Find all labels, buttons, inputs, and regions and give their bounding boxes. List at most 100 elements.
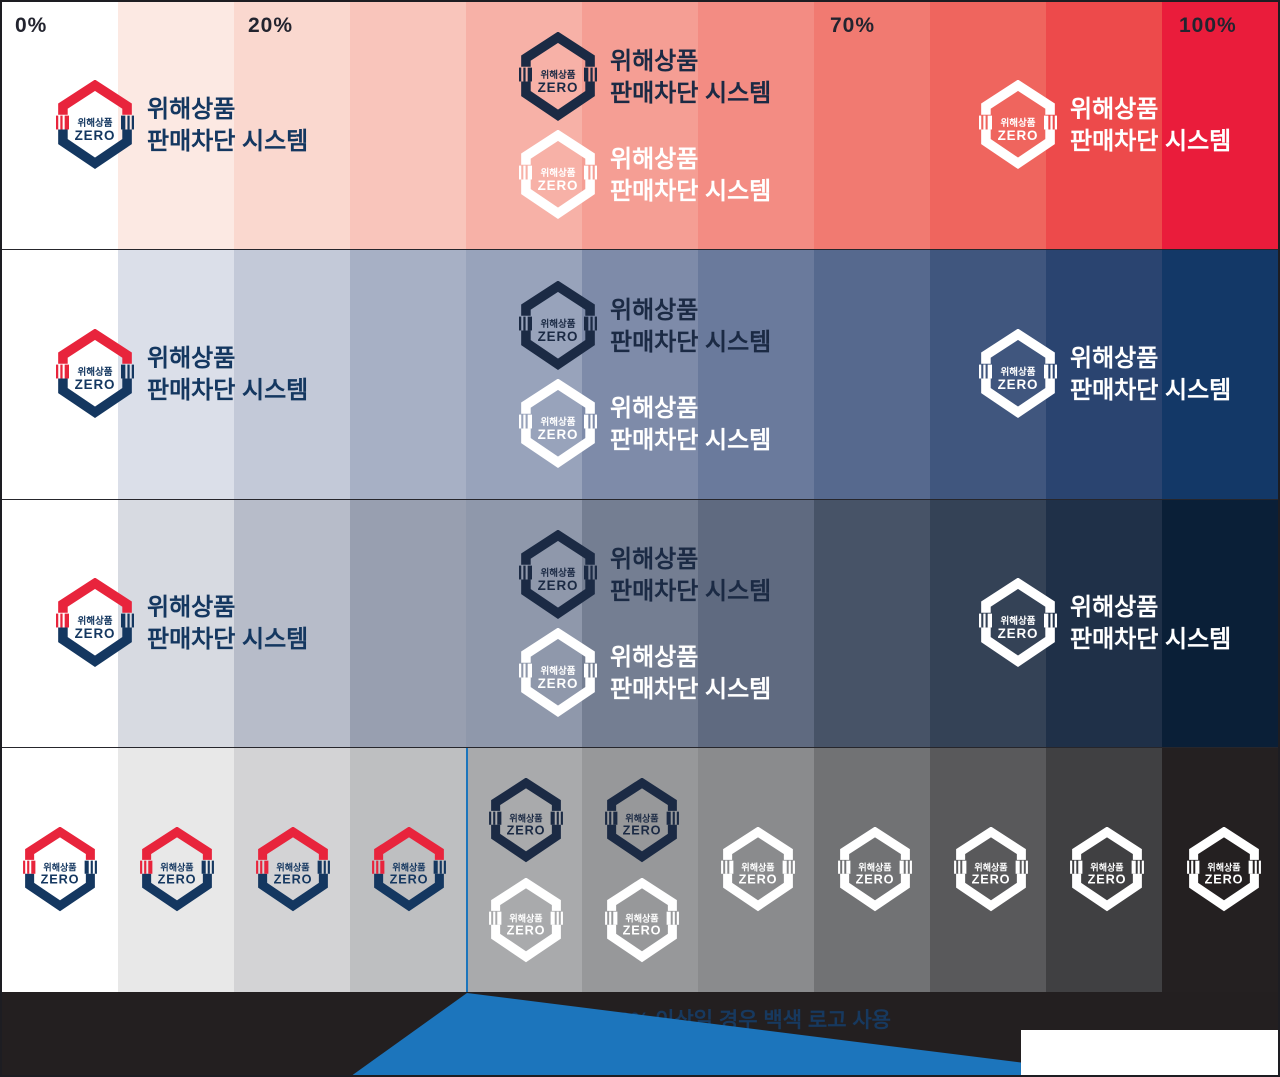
brand-lockup-color: 위해상품 ZERO 위해상품 판매차단 시스템 [56, 577, 309, 670]
zero-shield-icon: 위해상품 ZERO [519, 280, 597, 370]
brand-lockup-white: 위해상품 ZERO 위해상품 판매차단 시스템 [519, 627, 772, 720]
tint-swatch-2-30pct [350, 500, 466, 747]
brand-lockup-dark: 위해상품 ZERO 위해상품 판매차단 시스템 [519, 31, 772, 124]
tint-swatch-3-30pct [350, 748, 466, 992]
zero-shield-icon: 위해상품 ZERO [519, 378, 597, 468]
svg-text:위해상품: 위해상품 [77, 366, 112, 378]
svg-text:위해상품: 위해상품 [509, 813, 543, 824]
svg-text:위해상품: 위해상품 [625, 813, 659, 824]
svg-text:ZERO: ZERO [998, 127, 1039, 142]
svg-text:ZERO: ZERO [856, 872, 895, 887]
svg-text:ZERO: ZERO [75, 625, 116, 640]
svg-text:ZERO: ZERO [538, 328, 579, 343]
zero-shield-icon: 위해상품 ZERO [605, 877, 679, 963]
svg-text:위해상품: 위해상품 [392, 862, 426, 873]
zero-shield-icon: 위해상품 ZERO [519, 129, 597, 219]
svg-text:ZERO: ZERO [998, 376, 1039, 391]
gray-tint-row: 위해상품 ZERO 위해상품 ZERO 위해상품 ZERO 위해상품 ZERO [2, 747, 1278, 992]
dark-navy-tint-row: 위해상품 ZERO 위해상품 판매차단 시스템 위해상품 ZERO 위해상품 판매차… [2, 499, 1278, 747]
tint-swatch-2-20pct [234, 500, 350, 747]
tint-swatch-2-70pct [814, 500, 930, 747]
zero-shield-icon: 위해상품 ZERO [519, 31, 597, 121]
footer-band: 바탕색 농도 40% 이상일 경우 백색 로고 사용 [2, 992, 1278, 1075]
brand-lockup-text: 위해상품 판매차단 시스템 [147, 593, 309, 653]
tint-swatch-2-0pct [2, 500, 118, 747]
svg-text:ZERO: ZERO [972, 872, 1011, 887]
40-percent-pointer-triangle [352, 993, 1121, 1075]
svg-text:ZERO: ZERO [538, 577, 579, 592]
svg-text:위해상품: 위해상품 [1090, 862, 1124, 873]
zero-badge-white: 위해상품 ZERO [721, 826, 795, 919]
brand-lockup-white: 위해상품 ZERO 위해상품 판매차단 시스템 [519, 378, 772, 471]
svg-text:ZERO: ZERO [998, 625, 1039, 640]
zero-badge-color: 위해상품 ZERO [372, 826, 446, 919]
svg-text:ZERO: ZERO [274, 872, 313, 887]
brand-lockup-dark: 위해상품 ZERO 위해상품 판매차단 시스템 [519, 280, 772, 373]
brand-lockup-white: 위해상품 ZERO 위해상품 판매차단 시스템 [519, 129, 771, 222]
svg-text:위해상품: 위해상품 [1000, 366, 1035, 378]
svg-text:ZERO: ZERO [41, 872, 80, 887]
svg-text:위해상품: 위해상품 [160, 862, 194, 873]
svg-text:ZERO: ZERO [507, 823, 546, 838]
tint-swatch-3-20pct [234, 748, 350, 992]
tint-percent-label: 0% [15, 14, 48, 37]
svg-text:ZERO: ZERO [158, 872, 197, 887]
zero-shield-icon: 위해상품 ZERO [489, 877, 563, 963]
brand-lockup-text: 위해상품 판매차단 시스템 [1070, 95, 1232, 155]
tint-swatch-0-100pct [1162, 2, 1278, 249]
brand-lockup-color: 위해상품 ZERO 위해상품 판매차단 시스템 [56, 79, 308, 172]
tint-percent-label: 70% [830, 14, 876, 37]
tint-swatch-1-10pct [118, 250, 234, 499]
zero-badge-white: 위해상품 ZERO [1187, 826, 1261, 919]
zero-shield-icon: 위해상품 ZERO [519, 627, 597, 717]
svg-text:위해상품: 위해상품 [77, 615, 112, 627]
brand-lockup-text: 위해상품 판매차단 시스템 [610, 394, 772, 454]
svg-text:위해상품: 위해상품 [77, 117, 112, 129]
svg-text:ZERO: ZERO [390, 872, 429, 887]
tint-swatch-2-50pct [582, 500, 698, 747]
tint-swatch-0-0pct [2, 2, 118, 249]
tint-swatch-1-0pct [2, 250, 118, 499]
tint-swatch-0-30pct [350, 2, 466, 249]
svg-text:ZERO: ZERO [75, 376, 116, 391]
brand-lockup-text: 위해상품 판매차단 시스템 [610, 545, 772, 605]
brand-lockup-text: 위해상품 판매차단 시스템 [610, 643, 772, 703]
svg-text:위해상품: 위해상품 [509, 913, 543, 924]
svg-text:ZERO: ZERO [538, 177, 579, 192]
svg-text:위해상품: 위해상품 [43, 862, 77, 873]
svg-text:위해상품: 위해상품 [540, 567, 575, 579]
zero-shield-icon: 위해상품 ZERO [721, 826, 795, 912]
tint-swatch-3-0pct [2, 748, 118, 992]
svg-text:위해상품: 위해상품 [540, 318, 575, 330]
tint-swatch-0-20pct [234, 2, 350, 249]
tint-swatch-3-10pct [118, 748, 234, 992]
zero-shield-icon: 위해상품 ZERO [56, 79, 134, 169]
svg-text:위해상품: 위해상품 [1000, 117, 1035, 129]
brand-lockup-text: 위해상품 판매차단 시스템 [610, 47, 772, 107]
zero-badge-white: 위해상품 ZERO [605, 877, 679, 970]
tint-swatch-0-50pct [582, 2, 698, 249]
zero-shield-icon: 위해상품 ZERO [23, 826, 97, 912]
zero-badge-white: 위해상품 ZERO [1070, 826, 1144, 919]
brand-lockup-text: 위해상품 판매차단 시스템 [610, 296, 772, 356]
svg-text:위해상품: 위해상품 [540, 167, 575, 179]
zero-shield-icon: 위해상품 ZERO [979, 79, 1057, 169]
tint-swatch-0-90pct [1046, 2, 1162, 249]
svg-text:ZERO: ZERO [75, 127, 116, 142]
brand-lockup-white: 위해상품 ZERO 위해상품 판매차단 시스템 [979, 79, 1232, 172]
tint-swatch-0-10pct [118, 2, 234, 249]
svg-text:ZERO: ZERO [623, 923, 662, 938]
svg-text:위해상품: 위해상품 [540, 69, 575, 81]
brand-lockup-text: 위해상품 판매차단 시스템 [1070, 593, 1232, 653]
zero-shield-icon: 위해상품 ZERO [256, 826, 330, 912]
tint-percent-label: 20% [248, 14, 294, 37]
zero-shield-icon: 위해상품 ZERO [954, 826, 1028, 912]
red-tint-row: 위해상품 ZERO 위해상품 판매차단 시스템 위해상품 ZERO 위해상품 판매차… [2, 2, 1278, 249]
tint-percent-label: 100% [1179, 14, 1237, 37]
zero-shield-icon: 위해상품 ZERO [519, 529, 597, 619]
zero-shield-icon: 위해상품 ZERO [979, 328, 1057, 418]
zero-badge-dark: 위해상품 ZERO [489, 777, 563, 870]
svg-text:위해상품: 위해상품 [540, 416, 575, 428]
tint-swatch-1-30pct [350, 250, 466, 499]
